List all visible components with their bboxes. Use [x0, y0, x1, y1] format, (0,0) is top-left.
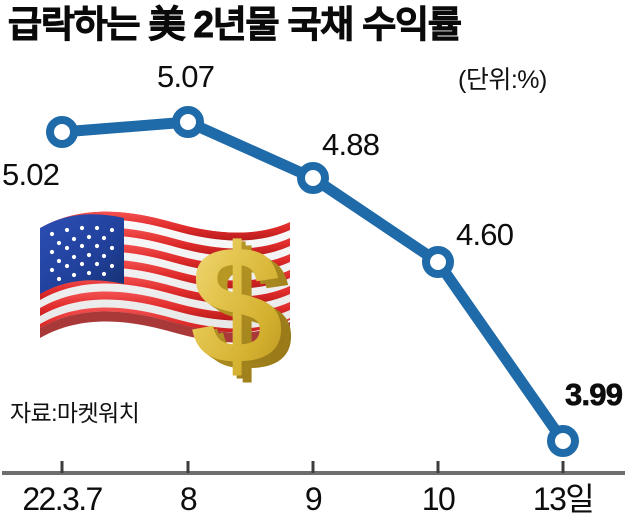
x-axis-label-2: 9 [304, 481, 323, 517]
data-label-4: 3.99 [565, 377, 624, 412]
x-axis-label-3: 10 [421, 481, 456, 517]
data-label-3: 4.60 [456, 217, 514, 252]
data-point-marker[interactable] [297, 162, 329, 194]
data-label-1: 5.07 [157, 59, 215, 94]
x-axis-label-1: 8 [179, 481, 198, 517]
data-label-2: 4.88 [322, 127, 380, 162]
data-label-0: 5.02 [2, 157, 60, 192]
data-point-marker[interactable] [422, 246, 454, 278]
x-axis-ticks [60, 461, 565, 473]
unit-note: (단위:%) [458, 66, 547, 94]
page-title: 급락하는 美 2년물 국채 수익률 [8, 4, 463, 46]
x-axis-label-0: 22.3.7 [22, 481, 103, 517]
x-axis-label-4: 13일 [532, 481, 595, 517]
source-note: 자료:마켓워치 [10, 400, 140, 426]
data-point-marker[interactable] [172, 106, 204, 138]
data-point-marker[interactable] [46, 116, 78, 148]
chart-data-markers [46, 106, 579, 457]
data-point-marker[interactable] [547, 425, 579, 457]
